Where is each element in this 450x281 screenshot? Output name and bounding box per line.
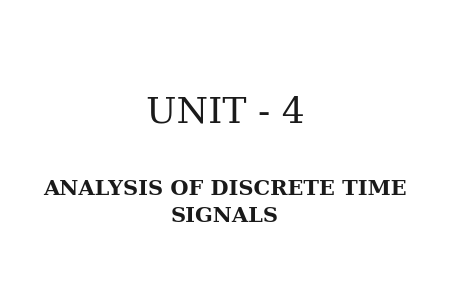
- Text: ANALYSIS OF DISCRETE TIME
SIGNALS: ANALYSIS OF DISCRETE TIME SIGNALS: [43, 179, 407, 226]
- Text: UNIT - 4: UNIT - 4: [146, 96, 304, 129]
